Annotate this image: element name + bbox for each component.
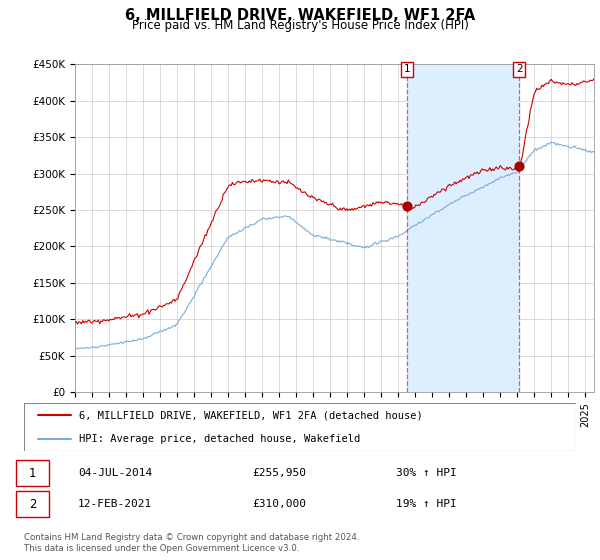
Text: 19% ↑ HPI: 19% ↑ HPI [396,499,457,509]
Text: 1: 1 [404,64,410,74]
Text: 04-JUL-2014: 04-JUL-2014 [78,468,152,478]
Text: £310,000: £310,000 [252,499,306,509]
Text: 2: 2 [29,497,37,511]
Text: 6, MILLFIELD DRIVE, WAKEFIELD, WF1 2FA: 6, MILLFIELD DRIVE, WAKEFIELD, WF1 2FA [125,8,475,24]
Point [514,162,524,171]
Text: 2: 2 [516,64,523,74]
Text: Contains HM Land Registry data © Crown copyright and database right 2024.
This d: Contains HM Land Registry data © Crown c… [24,533,359,553]
Text: Price paid vs. HM Land Registry's House Price Index (HPI): Price paid vs. HM Land Registry's House … [131,19,469,32]
Bar [407,64,519,392]
Text: HPI: Average price, detached house, Wakefield: HPI: Average price, detached house, Wake… [79,434,361,444]
Text: 1: 1 [29,466,37,480]
Text: 6, MILLFIELD DRIVE, WAKEFIELD, WF1 2FA (detached house): 6, MILLFIELD DRIVE, WAKEFIELD, WF1 2FA (… [79,410,423,420]
Text: 30% ↑ HPI: 30% ↑ HPI [396,468,457,478]
Text: £255,950: £255,950 [252,468,306,478]
Point [402,201,412,210]
Text: 12-FEB-2021: 12-FEB-2021 [78,499,152,509]
